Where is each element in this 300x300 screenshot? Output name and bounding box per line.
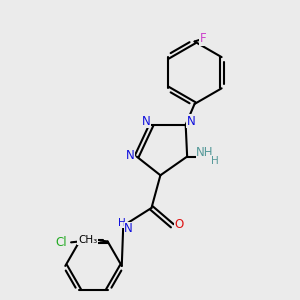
- Text: N: N: [124, 222, 133, 235]
- Text: CH₃: CH₃: [78, 235, 97, 245]
- Text: H: H: [118, 218, 126, 228]
- Text: Cl: Cl: [55, 236, 67, 249]
- Text: H: H: [211, 156, 219, 166]
- Text: O: O: [174, 218, 184, 231]
- Text: N: N: [142, 115, 151, 128]
- Text: F: F: [200, 32, 206, 45]
- Text: N: N: [126, 148, 134, 162]
- Text: N: N: [187, 115, 195, 128]
- Text: NH: NH: [196, 146, 214, 160]
